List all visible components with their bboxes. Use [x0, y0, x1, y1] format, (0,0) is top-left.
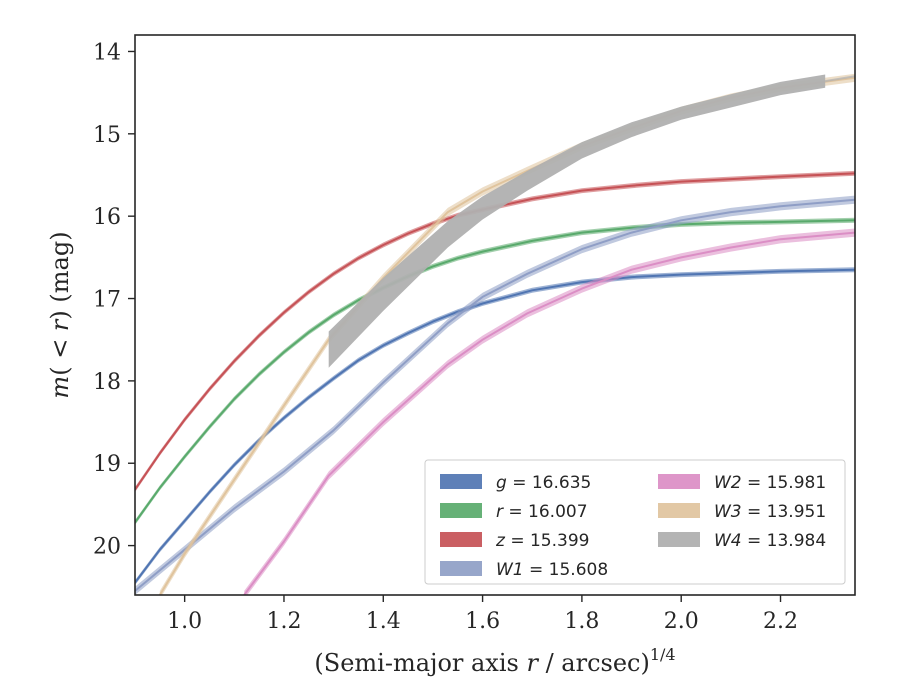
legend-swatch-w2: [658, 474, 700, 489]
series-line-z: [135, 172, 855, 491]
legend-label-z: z = 15.399: [495, 531, 589, 551]
y-tick-label-15: 15: [93, 123, 121, 148]
y-tick-label-17: 17: [93, 288, 121, 313]
x-tick-label-1-4: 1.4: [366, 609, 401, 634]
x-tick-label-1-8: 1.8: [564, 609, 599, 634]
x-tick-label-1-2: 1.2: [266, 609, 301, 634]
series-layer: [135, 73, 855, 595]
x-tick-label-2-2: 2.2: [763, 609, 798, 634]
legend-label-w3: W3 = 13.951: [714, 502, 826, 522]
x-tick-label-1-0: 1.0: [167, 609, 202, 634]
legend: g = 16.635 r = 16.007 z = 15.399 W1 = 15.60…: [424, 459, 846, 585]
legend-swatch-g: [440, 474, 482, 489]
series-w1: [135, 195, 855, 595]
plot-frame: [134, 34, 856, 596]
series-g: [135, 267, 855, 586]
y-tick-label-19: 19: [93, 452, 121, 477]
series-line-w1: [135, 198, 855, 592]
series-w4: [328, 74, 855, 368]
legend-entry-z: z = 15.399: [440, 531, 589, 551]
y-axis-label: m( < r) (mag): [46, 231, 74, 398]
series-band-w2: [244, 228, 855, 595]
series-w2: [243, 228, 855, 595]
legend-label-w2: W2 = 15.981: [714, 473, 826, 493]
legend-label-g: g = 16.635: [496, 473, 591, 493]
legend-swatch-r: [440, 503, 482, 518]
series-band-w3: [159, 73, 855, 595]
series-line-w2: [243, 231, 855, 595]
legend-label-w4: W4 = 13.984: [714, 531, 826, 551]
legend-entry-w4: W4 = 13.984: [658, 531, 826, 551]
y-tick-label-16: 16: [93, 205, 121, 230]
legend-swatch-w3: [658, 503, 700, 518]
legend-label-w1: W1 = 15.608: [496, 560, 608, 580]
x-tick-label-1-6: 1.6: [465, 609, 500, 634]
y-tick-label-18: 18: [93, 370, 121, 395]
x-axis-label: (Semi-major axis r / arcsec)1/4: [314, 645, 675, 677]
legend-swatch-z: [440, 532, 482, 547]
legend-entry-g: g = 16.635: [440, 473, 591, 493]
legend-swatch-w4: [658, 532, 700, 547]
y-axis-ticks: 14 15 16 17 18 19 20: [93, 40, 135, 560]
legend-entry-w3: W3 = 13.951: [658, 502, 826, 522]
series-line-w4: [825, 75, 855, 83]
legend-swatch-w1: [440, 561, 482, 576]
legend-entry-w1: W1 = 15.608: [440, 560, 608, 580]
legend-frame: [424, 459, 846, 585]
y-tick-label-20: 20: [93, 535, 121, 560]
x-tick-label-2-0: 2.0: [664, 609, 699, 634]
series-z: [135, 170, 855, 493]
y-tick-label-14: 14: [93, 40, 121, 65]
x-axis-ticks: 1.0 1.2 1.4 1.6 1.8 2.0 2.2: [167, 595, 798, 634]
legend-label-r: r = 16.007: [496, 502, 588, 522]
legend-entry-w2: W2 = 15.981: [658, 473, 826, 493]
legend-entry-r: r = 16.007: [440, 502, 588, 522]
series-line-g: [135, 268, 855, 584]
